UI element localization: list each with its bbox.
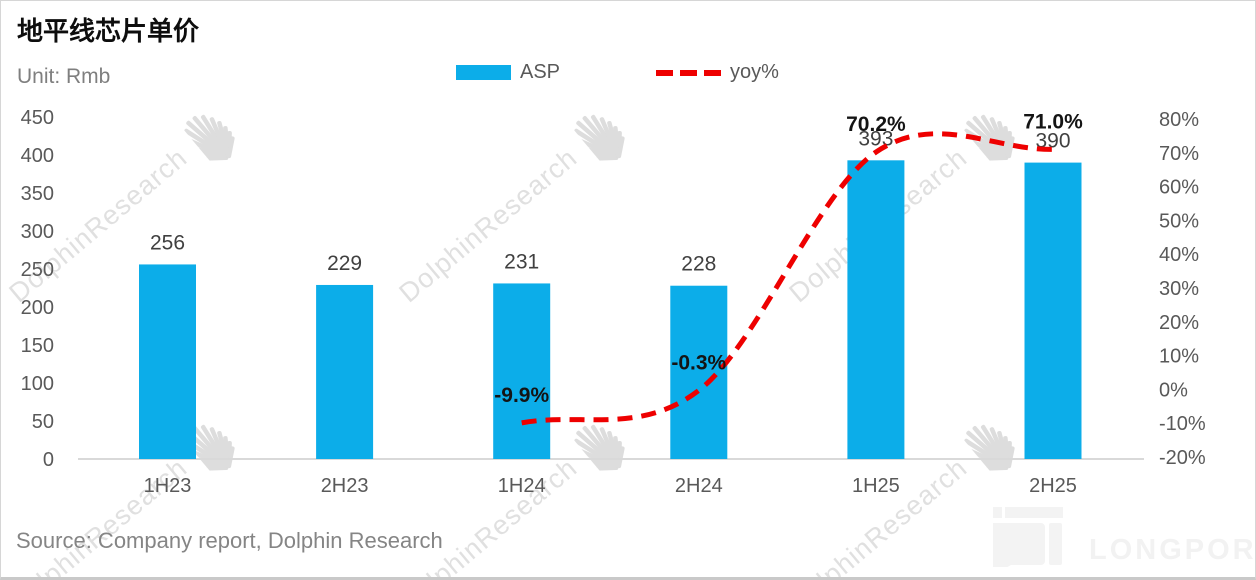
- right-axis-tick: -10%: [1159, 413, 1206, 435]
- yoy-legend-label: yoy%: [730, 61, 779, 83]
- right-axis-tick: 40%: [1159, 244, 1199, 266]
- left-axis-tick: 250: [21, 259, 54, 281]
- longport-brand-text: LONGPORT: [1089, 533, 1256, 566]
- left-axis-tick: 450: [21, 107, 54, 129]
- asp-swatch-icon: [456, 65, 511, 80]
- bar-2H23: [316, 284, 374, 459]
- right-axis-tick: 60%: [1159, 177, 1199, 199]
- right-axis-tick: 0%: [1159, 379, 1188, 401]
- x-axis-label: 2H24: [675, 475, 723, 497]
- x-axis-label: 2H23: [321, 475, 369, 497]
- bar-2H24: [670, 285, 728, 459]
- source-note: Source: Company report, Dolphin Research: [16, 528, 443, 553]
- yoy-value-label: -9.9%: [494, 384, 549, 407]
- right-axis-tick: 30%: [1159, 278, 1199, 300]
- chart-title: 地平线芯片单价: [17, 16, 200, 46]
- asp-legend-label: ASP: [520, 61, 561, 83]
- right-axis-tick: 10%: [1159, 346, 1199, 368]
- x-axis-label: 1H25: [852, 475, 900, 497]
- bar-value-label: 229: [327, 252, 362, 275]
- chart-legend: ASP yoy%: [456, 61, 779, 84]
- left-axis-tick: 100: [21, 373, 54, 395]
- bar-1H25: [847, 160, 905, 459]
- right-axis-tick: 20%: [1159, 312, 1199, 334]
- right-axis-tick: 50%: [1159, 210, 1199, 232]
- x-axis-label: 2H25: [1029, 475, 1077, 497]
- left-axis-tick: 350: [21, 183, 54, 205]
- left-axis-tick: 300: [21, 221, 54, 243]
- unit-label: Unit: Rmb: [17, 65, 111, 88]
- left-axis-tick: 400: [21, 145, 54, 167]
- right-axis-tick: 80%: [1159, 109, 1199, 131]
- yoy-value-label: 71.0%: [1023, 110, 1083, 133]
- yoy-dash-icon: [656, 69, 722, 76]
- bar-1H23: [139, 264, 196, 459]
- yoy-line: [521, 131, 1054, 426]
- x-axis-label: 1H23: [144, 475, 192, 497]
- longport-logo-icon: [993, 507, 1063, 567]
- bar-value-label: 228: [681, 253, 716, 276]
- legend-item-asp: ASP: [456, 61, 560, 84]
- left-axis-tick: 150: [21, 335, 54, 357]
- left-axis-tick: 0: [43, 449, 54, 471]
- bar-value-label: 231: [504, 250, 539, 273]
- yoy-value-label: 70.2%: [846, 113, 906, 136]
- left-axis-tick: 50: [32, 411, 54, 433]
- right-axis-tick: 70%: [1159, 143, 1199, 165]
- bar-1H24: [493, 283, 551, 459]
- legend-item-yoy: yoy%: [656, 61, 779, 84]
- longport-brand: LONGPORT: [989, 503, 1256, 567]
- left-axis-tick: 200: [21, 297, 54, 319]
- bar-value-label: 256: [150, 231, 185, 254]
- bar-2H25: [1024, 162, 1082, 459]
- yoy-value-label: -0.3%: [671, 351, 726, 374]
- right-axis-tick: -20%: [1159, 447, 1206, 469]
- x-axis-label: 1H24: [498, 475, 546, 497]
